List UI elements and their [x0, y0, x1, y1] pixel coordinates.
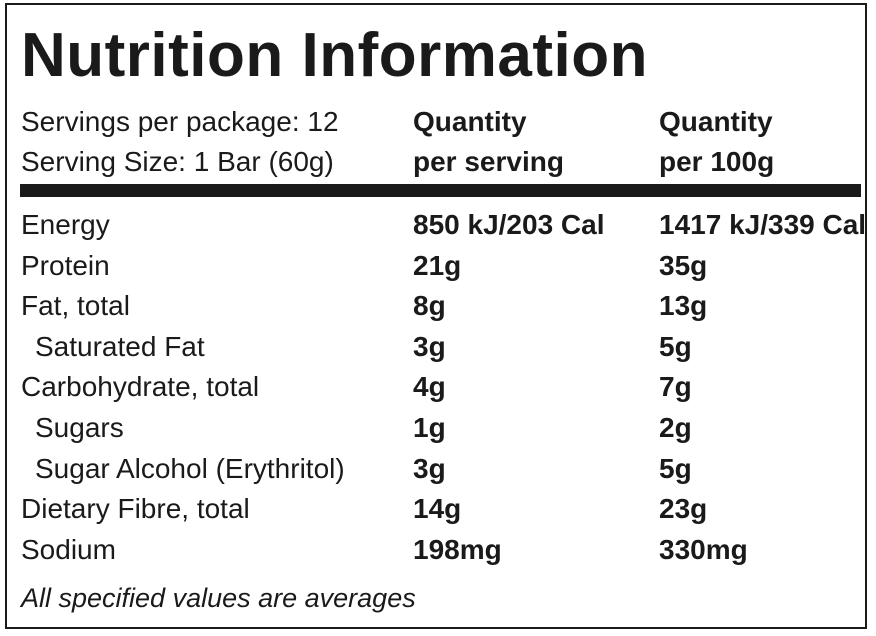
- column-header-line: Quantity: [413, 106, 527, 137]
- value-per-serving: 21g: [413, 249, 462, 281]
- nutrient-name: Sodium: [21, 533, 116, 565]
- nutrient-name: Protein: [21, 249, 110, 281]
- table-row: Sodium 198mg 330mg: [21, 530, 861, 571]
- table-row: Sugars 1g 2g: [21, 408, 861, 449]
- table-row: Carbohydrate, total 4g 7g: [21, 367, 861, 408]
- value-per-100g: 1417 kJ/339 Cal: [659, 209, 867, 240]
- nutrient-name: Sugar Alcohol (Erythritol): [35, 452, 345, 484]
- value-per-serving: 4g: [413, 371, 446, 403]
- table-row: Dietary Fibre, total 14g 23g: [21, 489, 861, 530]
- value-per-100g: 23g: [659, 493, 708, 525]
- column-header-line: per 100g: [659, 146, 775, 177]
- serving-size: Serving Size: 1 Bar (60g): [21, 146, 334, 177]
- column-header-line: per serving: [413, 146, 564, 177]
- serving-info: Servings per package: 12 Serving Size: 1…: [21, 102, 339, 182]
- footnote: All specified values are averages: [21, 583, 416, 613]
- value-per-100g: 5g: [659, 330, 692, 362]
- nutrient-name: Fat, total: [21, 290, 130, 322]
- panel-title: Nutrition Information: [21, 21, 648, 90]
- table-row: Fat, total 8g 13g: [21, 286, 861, 327]
- nutrition-panel: Nutrition Information Servings per packa…: [5, 3, 867, 629]
- value-per-serving: 198mg: [413, 533, 502, 565]
- value-per-serving: 8g: [413, 290, 446, 322]
- nutrient-name: Carbohydrate, total: [21, 371, 260, 403]
- value-per-serving: 1g: [413, 411, 446, 443]
- table-row: Energy 850 kJ/203 Cal 1417 kJ/339 Cal: [21, 205, 866, 246]
- value-per-100g: 7g: [659, 371, 692, 403]
- table-row: Saturated Fat 3g 5g: [21, 327, 861, 368]
- value-per-serving: 14g: [413, 493, 462, 525]
- nutrient-name: Dietary Fibre, total: [21, 493, 250, 525]
- column-header-per-serving: Quantity per serving: [413, 102, 564, 182]
- table-row: Protein 21g 35g: [21, 246, 861, 287]
- servings-per-package: Servings per package: 12: [21, 106, 339, 137]
- value-per-serving: 850 kJ/203 Cal: [413, 209, 605, 240]
- nutrient-name: Sugars: [35, 411, 124, 443]
- column-header-per-100g: Quantity per 100g: [659, 102, 774, 182]
- value-per-100g: 35g: [659, 249, 708, 281]
- value-per-100g: 5g: [659, 452, 692, 484]
- value-per-serving: 3g: [413, 330, 446, 362]
- header-divider: [20, 184, 861, 197]
- value-per-100g: 13g: [659, 290, 708, 322]
- value-per-100g: 330mg: [659, 533, 748, 565]
- nutrient-name: Saturated Fat: [35, 330, 205, 362]
- nutrient-name: Energy: [21, 209, 110, 240]
- column-header-line: Quantity: [659, 106, 773, 137]
- nutrient-table: Energy 850 kJ/203 Cal 1417 kJ/339 Cal Pr…: [21, 205, 866, 571]
- value-per-serving: 3g: [413, 452, 446, 484]
- table-row: Sugar Alcohol (Erythritol) 3g 5g: [21, 449, 861, 490]
- value-per-100g: 2g: [659, 411, 692, 443]
